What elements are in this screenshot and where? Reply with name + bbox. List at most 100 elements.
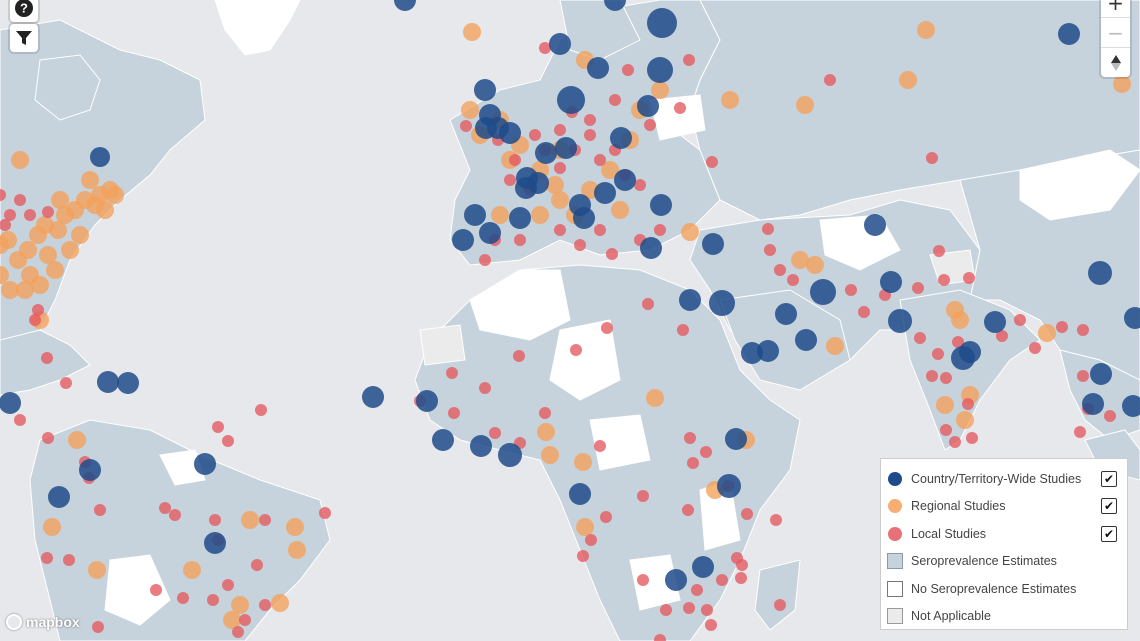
local-study-marker[interactable] [479, 382, 491, 394]
local-study-marker[interactable] [4, 209, 16, 221]
local-study-marker[interactable] [539, 42, 551, 54]
local-study-marker[interactable] [0, 189, 6, 201]
local-study-marker[interactable] [634, 179, 646, 191]
national-study-marker[interactable] [614, 169, 636, 191]
national-study-marker[interactable] [594, 182, 616, 204]
local-study-marker[interactable] [926, 152, 938, 164]
regional-study-marker[interactable] [271, 594, 289, 612]
local-study-marker[interactable] [594, 440, 606, 452]
local-study-marker[interactable] [177, 592, 189, 604]
local-study-marker[interactable] [705, 619, 717, 631]
local-study-marker[interactable] [845, 284, 857, 296]
regional-study-marker[interactable] [826, 337, 844, 355]
national-study-marker[interactable] [452, 229, 474, 251]
regional-study-marker[interactable] [241, 511, 259, 529]
local-study-marker[interactable] [159, 502, 171, 514]
local-study-marker[interactable] [683, 602, 695, 614]
national-study-marker[interactable] [640, 237, 662, 259]
national-study-marker[interactable] [757, 340, 779, 362]
local-study-marker[interactable] [700, 446, 712, 458]
mapbox-attribution[interactable]: mapbox [6, 614, 80, 630]
help-button[interactable]: ? [10, 0, 38, 22]
national-study-marker[interactable] [717, 474, 741, 498]
national-study-marker[interactable] [692, 556, 714, 578]
local-study-marker[interactable] [926, 370, 938, 382]
local-study-marker[interactable] [570, 344, 582, 356]
local-study-marker[interactable] [677, 324, 689, 336]
national-study-marker[interactable] [650, 194, 672, 216]
local-study-marker[interactable] [706, 156, 718, 168]
local-study-marker[interactable] [212, 421, 224, 433]
regional-study-marker[interactable] [61, 241, 79, 259]
local-study-marker[interactable] [207, 594, 219, 606]
national-study-marker[interactable] [604, 0, 626, 11]
local-study-marker[interactable] [41, 552, 53, 564]
national-study-marker[interactable] [549, 33, 571, 55]
national-study-marker[interactable] [647, 8, 677, 38]
regional-study-marker[interactable] [0, 231, 17, 249]
national-study-marker[interactable] [499, 122, 521, 144]
national-study-marker[interactable] [864, 214, 886, 236]
filter-button[interactable] [10, 24, 38, 52]
local-study-marker[interactable] [1029, 342, 1041, 354]
local-study-marker[interactable] [1056, 321, 1068, 333]
regional-study-marker[interactable] [899, 71, 917, 89]
national-study-marker[interactable] [498, 443, 522, 467]
national-study-marker[interactable] [679, 289, 701, 311]
regional-study-marker[interactable] [796, 96, 814, 114]
local-study-marker[interactable] [446, 367, 458, 379]
national-study-marker[interactable] [725, 428, 747, 450]
national-study-marker[interactable] [362, 386, 384, 408]
local-study-marker[interactable] [42, 432, 54, 444]
local-study-marker[interactable] [741, 508, 753, 520]
national-study-marker[interactable] [475, 117, 497, 139]
local-study-marker[interactable] [259, 599, 271, 611]
local-study-marker[interactable] [251, 559, 263, 571]
regional-study-marker[interactable] [537, 423, 555, 441]
regional-study-marker[interactable] [601, 161, 619, 179]
regional-study-marker[interactable] [551, 191, 569, 209]
local-study-marker[interactable] [644, 119, 656, 131]
regional-study-marker[interactable] [0, 266, 9, 284]
regional-study-marker[interactable] [646, 389, 664, 407]
local-study-marker[interactable] [735, 572, 747, 584]
regional-study-marker[interactable] [51, 191, 69, 209]
local-study-marker[interactable] [14, 414, 26, 426]
national-study-marker[interactable] [1090, 363, 1112, 385]
national-study-marker[interactable] [1124, 307, 1140, 329]
local-study-marker[interactable] [60, 377, 72, 389]
local-study-marker[interactable] [222, 435, 234, 447]
national-study-marker[interactable] [984, 311, 1006, 333]
regional-study-marker[interactable] [936, 396, 954, 414]
regional-study-marker[interactable] [71, 226, 89, 244]
local-study-marker[interactable] [996, 330, 1008, 342]
regional-study-marker[interactable] [1038, 324, 1056, 342]
national-study-marker[interactable] [97, 371, 119, 393]
regional-study-marker[interactable] [491, 206, 509, 224]
regional-study-marker[interactable] [917, 21, 935, 39]
regional-study-marker[interactable] [36, 216, 54, 234]
local-study-marker[interactable] [1104, 410, 1116, 422]
local-study-marker[interactable] [764, 244, 776, 256]
local-study-marker[interactable] [577, 550, 589, 562]
national-study-marker[interactable] [795, 329, 817, 351]
local-study-marker[interactable] [940, 372, 952, 384]
local-study-marker[interactable] [716, 574, 728, 586]
local-study-marker[interactable] [489, 427, 501, 439]
regional-study-marker[interactable] [19, 241, 37, 259]
regional-study-marker[interactable] [463, 23, 481, 41]
local-study-marker[interactable] [674, 102, 686, 114]
national-study-marker[interactable] [610, 127, 632, 149]
national-study-marker[interactable] [647, 57, 673, 83]
local-study-marker[interactable] [914, 332, 926, 344]
local-study-marker[interactable] [41, 352, 53, 364]
local-study-marker[interactable] [32, 304, 44, 316]
regional-study-marker[interactable] [286, 518, 304, 536]
regional-study-marker[interactable] [16, 281, 34, 299]
regional-study-marker[interactable] [11, 151, 29, 169]
local-study-marker[interactable] [682, 504, 694, 516]
local-study-marker[interactable] [513, 350, 525, 362]
national-study-marker[interactable] [204, 532, 226, 554]
local-study-marker[interactable] [222, 579, 234, 591]
